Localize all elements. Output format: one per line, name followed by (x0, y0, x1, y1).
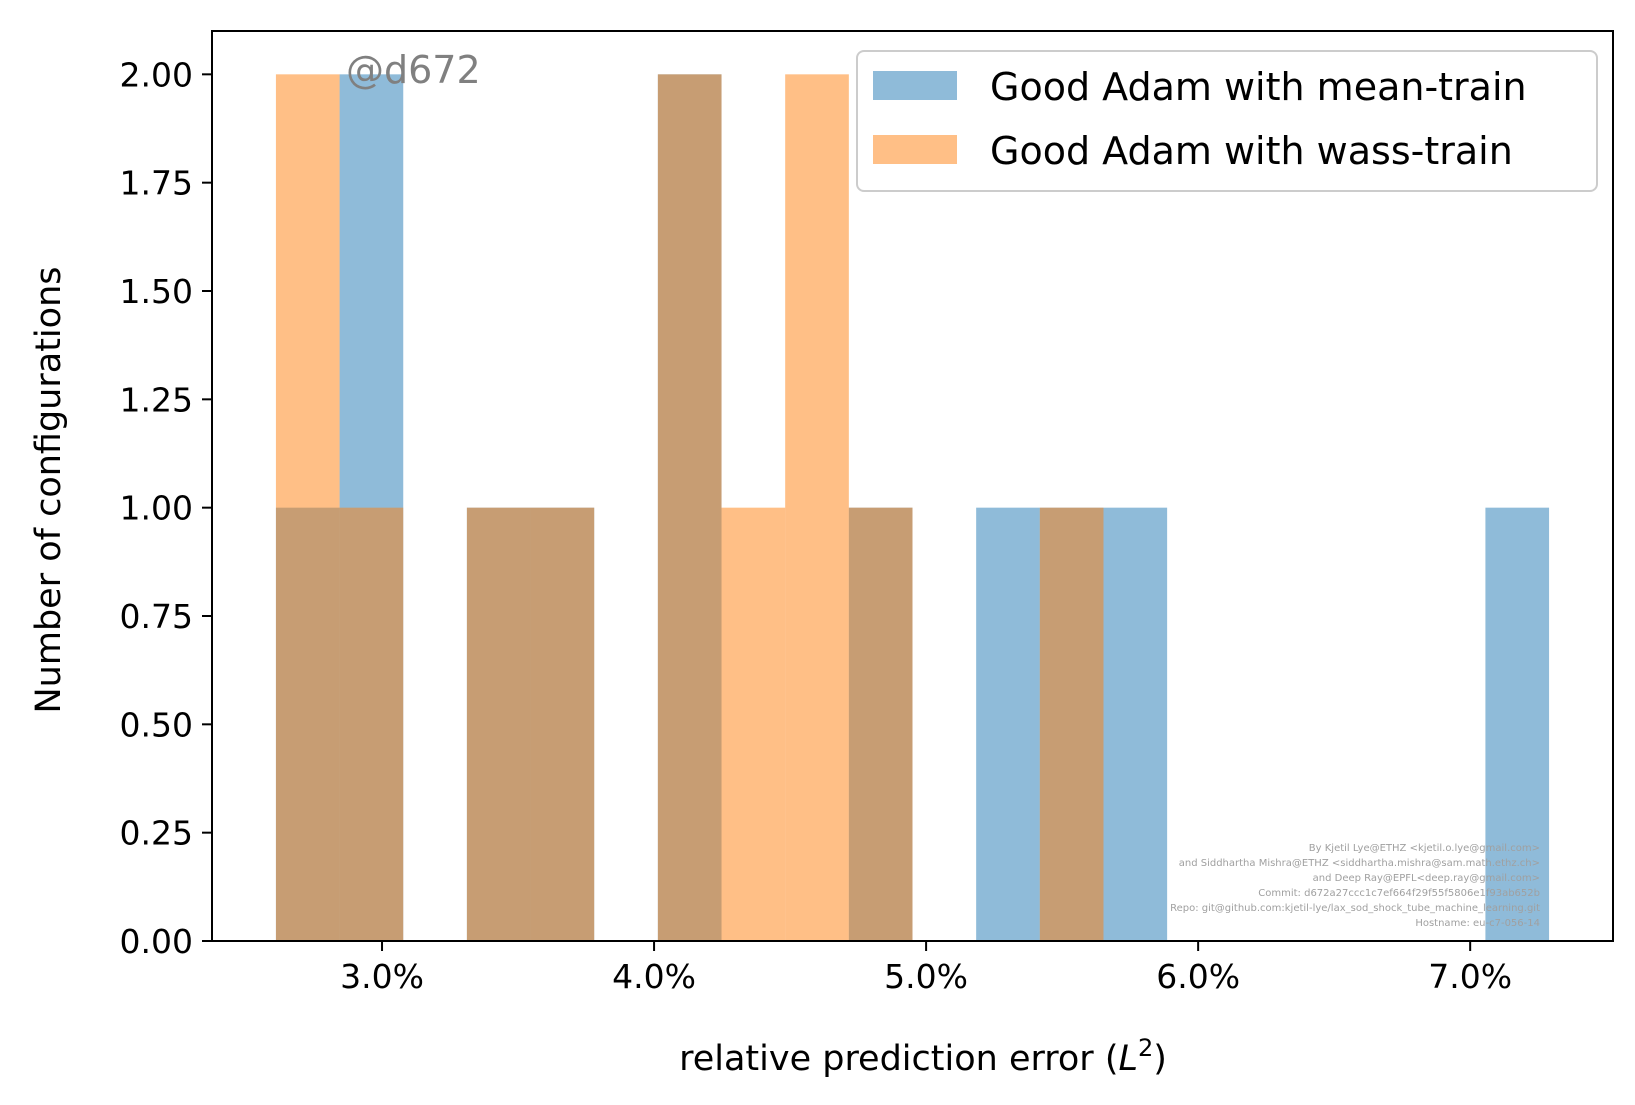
x-tick-label: 3.0% (340, 957, 424, 996)
bar-mean-train-11 (976, 507, 1040, 941)
y-tick-label: 1.50 (120, 272, 193, 311)
credits-block: By Kjetil Lye@ETHZ <kjetil.o.lye@gmail.c… (1170, 843, 1540, 929)
legend-label-mean-train: Good Adam with mean-train (990, 65, 1527, 109)
x-axis-label-math: L (1118, 1039, 1138, 1079)
bar-wass-train-1 (339, 507, 404, 941)
bar-wass-train-6 (657, 74, 722, 942)
legend-swatch-wass-train (873, 135, 957, 164)
legend-box (856, 50, 1598, 192)
credit-line: Commit: d672a27ccc1c7ef664f29f55f5806e1f… (1258, 888, 1540, 899)
y-axis: 0.00 0.25 0.50 0.75 1.00 1.25 1.50 1.75 2.00 (120, 55, 212, 961)
bar-wass-train-3 (466, 507, 531, 941)
credit-line: and Deep Ray@EPFL<deep.ray@gmail.com> (1313, 873, 1540, 884)
y-tick-label: 0.25 (120, 814, 193, 853)
y-axis-label: Number of configurations (29, 267, 69, 714)
bar-wass-train-9 (848, 507, 913, 941)
y-tick-label: 2.00 (120, 55, 193, 94)
x-tick-label: 5.0% (884, 957, 968, 996)
legend-label-wass-train: Good Adam with wass-train (990, 129, 1513, 173)
credit-line: Repo: git@github.com:kjetil-lye/lax_sod_… (1170, 903, 1540, 914)
credit-line: and Siddhartha Mishra@ETHZ <siddhartha.m… (1179, 858, 1540, 869)
credit-line: By Kjetil Lye@ETHZ <kjetil.o.lye@gmail.c… (1309, 843, 1540, 854)
bar-wass-train-7 (721, 507, 786, 941)
y-tick-label: 1.00 (120, 489, 193, 528)
legend: Good Adam with mean-train Good Adam with… (856, 50, 1598, 192)
x-axis: 3.0% 4.0% 5.0% 6.0% 7.0% (340, 941, 1512, 996)
bar-wass-train-0 (275, 74, 340, 942)
bars-layer (275, 74, 1550, 942)
y-tick-label: 0.00 (120, 922, 193, 961)
bar-wass-train-8 (785, 74, 849, 942)
y-tick-label: 1.75 (120, 164, 193, 203)
y-tick-label: 0.75 (120, 597, 193, 636)
x-tick-label: 6.0% (1156, 957, 1240, 996)
watermark-label: @d672 (346, 48, 481, 92)
credit-line: Hostname: eu-c7-056-14 (1415, 918, 1540, 929)
x-axis-label-sup: 2 (1138, 1034, 1153, 1062)
bar-wass-train-4 (530, 507, 595, 941)
y-tick-label: 0.50 (120, 705, 193, 744)
x-axis-label: relative prediction error (L2) (679, 1034, 1167, 1079)
plot-frame (211, 30, 1614, 942)
y-tick-label: 1.25 (120, 380, 193, 419)
bar-mean-train-19 (1485, 507, 1550, 941)
bar-wass-train-12 (1039, 507, 1104, 941)
x-tick-label: 7.0% (1428, 957, 1512, 996)
bar-mean-train-13 (1103, 507, 1168, 941)
x-tick-label: 4.0% (612, 957, 696, 996)
x-axis-label-text: relative prediction error (679, 1039, 1094, 1079)
legend-swatch-mean-train (873, 71, 957, 100)
